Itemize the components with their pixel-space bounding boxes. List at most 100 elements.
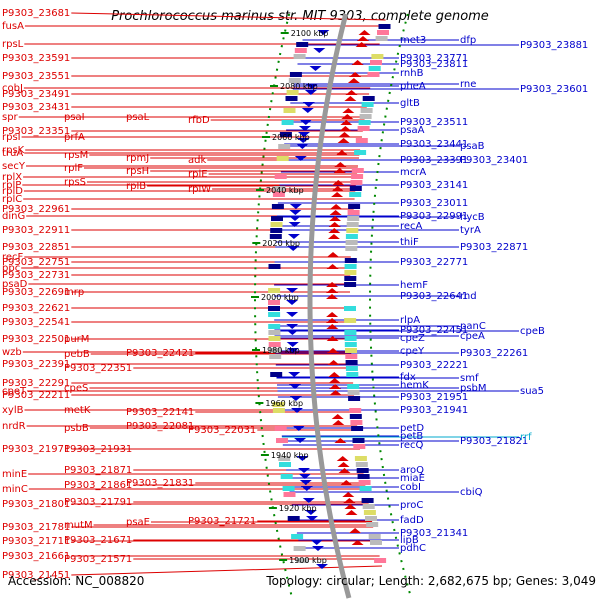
feature-block bbox=[375, 36, 388, 41]
feature-block bbox=[288, 78, 301, 83]
right-gene-label: rnhB bbox=[400, 68, 424, 79]
feature-block bbox=[268, 288, 281, 293]
right-gene-label: thiF bbox=[400, 237, 419, 248]
forward-gene-arrow bbox=[331, 186, 344, 191]
feature-block bbox=[268, 312, 281, 317]
right-gene-label: P9303_21821 bbox=[460, 436, 528, 447]
feature-block bbox=[344, 330, 357, 335]
left-gene-label: P9303_22501 bbox=[2, 334, 70, 345]
left-gene-label: minC bbox=[2, 484, 28, 495]
feature-block bbox=[368, 66, 381, 71]
right-gene-label: P9303_22771 bbox=[400, 257, 468, 268]
feature-block bbox=[349, 192, 362, 197]
feature-block bbox=[281, 120, 294, 125]
left-gene-label: psaL bbox=[126, 112, 150, 123]
feature-block bbox=[344, 270, 357, 275]
feature-block bbox=[368, 534, 381, 539]
left-gene-label: P9303_21671 bbox=[64, 535, 132, 546]
feature-block bbox=[276, 438, 288, 443]
forward-gene-arrow bbox=[329, 210, 342, 215]
right-gene-label: pheA bbox=[400, 81, 426, 92]
forward-gene-arrow bbox=[328, 372, 341, 377]
right-gene-label: fdx bbox=[400, 372, 416, 383]
left-gene-label: P9303_21801 bbox=[2, 499, 70, 510]
feature-block bbox=[276, 156, 289, 161]
reverse-gene-arrow bbox=[297, 138, 310, 143]
left-gene-label: P9303_21971 bbox=[2, 444, 70, 455]
reverse-gene-arrow bbox=[287, 234, 300, 239]
left-gene-label: P9303_22731 bbox=[2, 270, 70, 281]
left-gene-label: prfA bbox=[64, 132, 85, 143]
right-gene-label: P9303_23881 bbox=[520, 40, 588, 51]
reverse-gene-arrow bbox=[304, 510, 317, 515]
feature-block bbox=[283, 492, 296, 497]
forward-gene-arrow bbox=[328, 228, 341, 233]
forward-gene-arrow bbox=[326, 324, 339, 329]
forward-gene-arrow bbox=[326, 264, 339, 269]
feature-block bbox=[370, 540, 382, 545]
feature-block bbox=[345, 240, 358, 245]
reverse-gene-arrow bbox=[287, 348, 299, 353]
reverse-gene-arrow bbox=[294, 156, 307, 161]
left-gene-label: P9303_21861 bbox=[64, 480, 132, 491]
left-gene-label: recF bbox=[2, 252, 24, 263]
left-connector-line bbox=[71, 565, 383, 576]
left-gene-label: wzb bbox=[2, 347, 22, 358]
feature-block bbox=[270, 228, 283, 233]
reverse-gene-arrow bbox=[292, 426, 305, 431]
forward-gene-arrow bbox=[326, 312, 339, 317]
feature-block bbox=[365, 516, 377, 521]
right-gene-label: P9303_23401 bbox=[460, 155, 528, 166]
feature-block bbox=[344, 264, 357, 269]
feature-block bbox=[269, 234, 282, 239]
feature-block bbox=[285, 96, 298, 101]
feature-block bbox=[345, 360, 358, 365]
feature-block bbox=[351, 168, 364, 173]
reverse-gene-arrow bbox=[294, 438, 307, 443]
forward-gene-arrow bbox=[327, 360, 340, 365]
feature-block bbox=[287, 516, 300, 521]
reverse-gene-arrow bbox=[296, 144, 309, 149]
left-gene-label: nrdR bbox=[2, 421, 26, 432]
left-gene-label: cpeS bbox=[64, 383, 88, 394]
left-gene-label: psaE bbox=[126, 517, 150, 528]
right-gene-label: smf bbox=[460, 373, 479, 384]
left-gene-label: P9303_22691 bbox=[2, 287, 70, 298]
left-gene-label: P9303_21711 bbox=[2, 536, 70, 547]
reverse-gene-arrow bbox=[286, 324, 299, 329]
right-gene-label: P9303_22221 bbox=[400, 360, 468, 371]
reverse-gene-arrow bbox=[289, 204, 302, 209]
forward-gene-arrow bbox=[349, 528, 362, 533]
forward-gene-arrow bbox=[344, 504, 357, 509]
feature-block bbox=[363, 510, 376, 515]
forward-gene-arrow bbox=[338, 468, 351, 473]
backbone-arc bbox=[254, 13, 413, 599]
scale-tick-label: 1900 kbp bbox=[289, 556, 327, 565]
forward-gene-arrow bbox=[330, 204, 343, 209]
feature-block bbox=[278, 144, 291, 149]
feature-block bbox=[357, 126, 370, 131]
feature-block bbox=[350, 420, 363, 425]
left-gene-label: P9303_23591 bbox=[2, 53, 70, 64]
feature-block bbox=[268, 300, 280, 305]
left-gene-label: rpmJ bbox=[126, 153, 149, 164]
reverse-gene-arrow bbox=[310, 540, 323, 545]
left-gene-label: rpsS bbox=[64, 177, 86, 188]
feature-block bbox=[347, 384, 360, 389]
feature-block bbox=[351, 174, 364, 179]
feature-block bbox=[361, 498, 374, 503]
left-gene-label: psaD bbox=[2, 279, 28, 290]
reverse-gene-arrow bbox=[298, 468, 310, 473]
right-gene-label: recA bbox=[400, 221, 423, 232]
forward-gene-arrow bbox=[351, 60, 364, 65]
feature-block bbox=[344, 306, 356, 311]
feature-block bbox=[278, 456, 291, 461]
feature-block bbox=[348, 396, 361, 401]
feature-block bbox=[293, 54, 306, 59]
reverse-gene-arrow bbox=[291, 408, 303, 413]
feature-block bbox=[345, 234, 358, 239]
left-gene-label: P9303_21871 bbox=[64, 465, 132, 476]
feature-block bbox=[274, 426, 287, 431]
feature-block bbox=[374, 558, 387, 563]
feature-block bbox=[359, 486, 372, 491]
